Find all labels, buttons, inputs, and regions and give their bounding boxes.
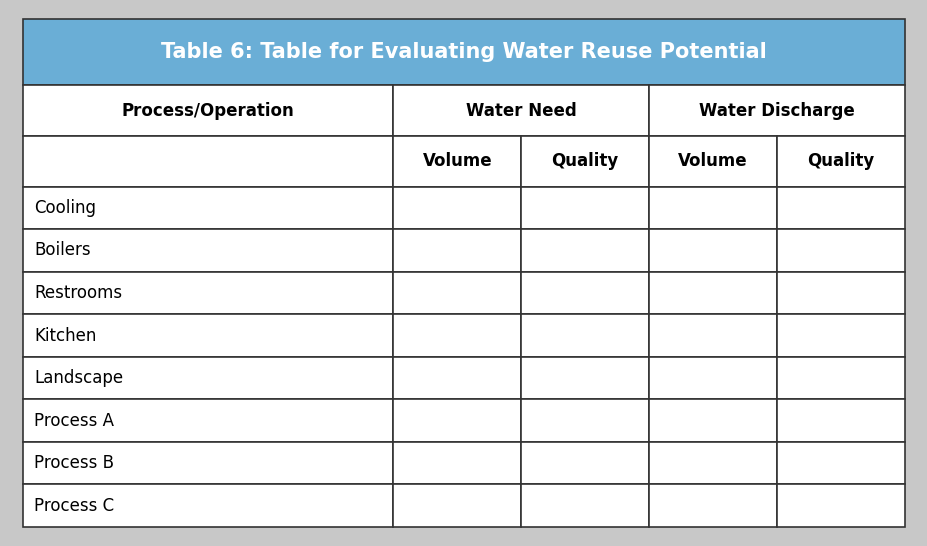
Bar (393, 357, 521, 399)
Text: Process B: Process B (34, 454, 114, 472)
Bar (776, 314, 904, 357)
Bar (393, 272, 521, 314)
Bar (776, 187, 904, 229)
Bar (393, 187, 521, 229)
Bar (776, 229, 904, 272)
Bar (649, 187, 776, 229)
Bar (776, 484, 904, 527)
Bar (23, 399, 393, 442)
Text: Volume: Volume (422, 152, 491, 170)
Bar (23, 19, 904, 85)
Bar (776, 272, 904, 314)
Bar (649, 229, 776, 272)
Text: Boilers: Boilers (34, 241, 91, 259)
Bar (649, 442, 776, 484)
Text: Water Need: Water Need (465, 102, 576, 120)
Bar (393, 85, 649, 136)
Text: Quality: Quality (806, 152, 873, 170)
Bar (521, 314, 649, 357)
Bar (23, 229, 393, 272)
Bar (521, 229, 649, 272)
Bar (649, 399, 776, 442)
Bar (393, 484, 521, 527)
Text: Water Discharge: Water Discharge (698, 102, 854, 120)
Bar (649, 357, 776, 399)
Bar (521, 399, 649, 442)
Text: Restrooms: Restrooms (34, 284, 122, 302)
Bar (23, 484, 393, 527)
Bar (393, 442, 521, 484)
Text: Process A: Process A (34, 412, 114, 430)
Bar (393, 314, 521, 357)
Text: Volume: Volume (678, 152, 747, 170)
Bar (521, 187, 649, 229)
Bar (393, 229, 521, 272)
Text: Table 6: Table for Evaluating Water Reuse Potential: Table 6: Table for Evaluating Water Reus… (161, 42, 766, 62)
Text: Quality: Quality (551, 152, 618, 170)
Bar (649, 484, 776, 527)
Text: Cooling: Cooling (34, 199, 96, 217)
Text: Kitchen: Kitchen (34, 327, 96, 345)
Text: Landscape: Landscape (34, 369, 123, 387)
Bar (776, 136, 904, 187)
Bar (521, 484, 649, 527)
Bar (521, 136, 649, 187)
Bar (776, 357, 904, 399)
Text: Process/Operation: Process/Operation (121, 102, 295, 120)
Bar (23, 136, 393, 187)
Bar (393, 399, 521, 442)
Bar (393, 136, 521, 187)
Bar (649, 272, 776, 314)
Bar (521, 357, 649, 399)
Bar (521, 272, 649, 314)
Bar (649, 136, 776, 187)
Bar (776, 399, 904, 442)
Bar (23, 85, 393, 136)
Bar (23, 314, 393, 357)
Bar (649, 85, 904, 136)
Text: Process C: Process C (34, 497, 114, 515)
Bar (649, 314, 776, 357)
Bar (23, 357, 393, 399)
Bar (776, 442, 904, 484)
Bar (521, 442, 649, 484)
Bar (23, 272, 393, 314)
Bar (23, 187, 393, 229)
Bar (23, 442, 393, 484)
